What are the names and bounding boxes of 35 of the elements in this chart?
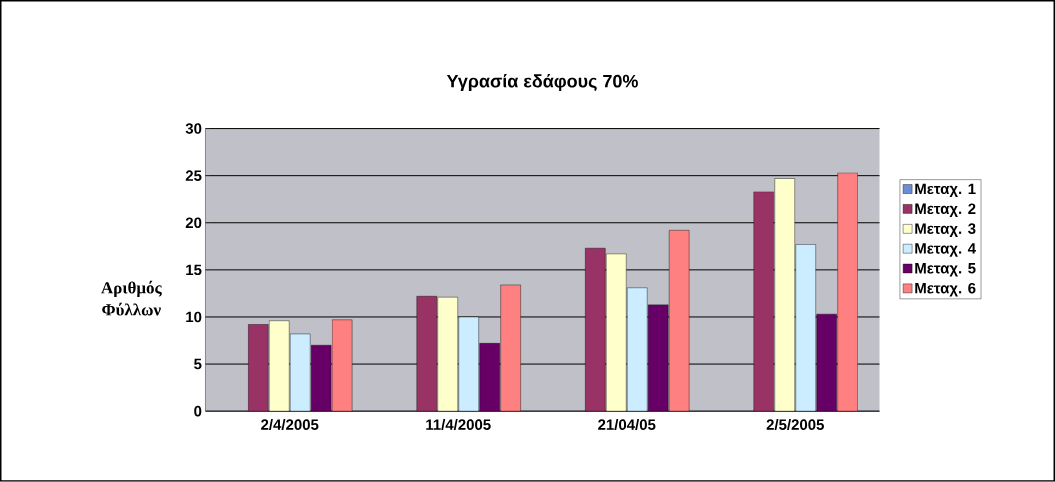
legend-label: Μεταχ. 2 <box>915 203 976 218</box>
bar <box>816 314 837 412</box>
bar <box>311 345 332 412</box>
y-tick-label: 25 <box>185 170 202 182</box>
bar <box>585 248 606 412</box>
x-tick-label: 11/4/2005 <box>426 419 491 431</box>
bar <box>479 343 500 412</box>
bar <box>606 253 627 412</box>
bar <box>458 317 479 412</box>
legend-label: Μεταχ. 6 <box>915 282 976 297</box>
bar <box>648 304 669 412</box>
x-tick-label: 21/04/05 <box>598 419 656 431</box>
y-tick-label: 30 <box>185 123 202 134</box>
bar <box>437 297 458 412</box>
x-tick-label: 2/5/2005 <box>766 419 824 431</box>
x-tick-label: 2/4/2005 <box>261 419 319 431</box>
y-tick-label: 20 <box>185 217 202 229</box>
bar <box>416 296 437 412</box>
legend-label: Μεταχ. 1 <box>915 183 976 198</box>
y-tick-label: 15 <box>186 264 202 276</box>
bar <box>269 320 290 412</box>
bar <box>627 287 648 412</box>
bar <box>248 324 269 412</box>
legend-label: Μεταχ. 5 <box>915 263 976 277</box>
chart-title: Υγρασία εδάφους 70% <box>446 74 638 92</box>
bar <box>795 244 816 412</box>
bar <box>290 334 311 412</box>
y-axis-title: Αριθμός Φύλλων <box>101 280 162 316</box>
y-tick-label: 10 <box>186 311 202 323</box>
y-tick-label: 5 <box>194 358 202 370</box>
y-tick-label: 0 <box>194 405 202 417</box>
legend-label: Μεταχ. 4 <box>915 243 976 257</box>
legend-label: Μεταχ. 3 <box>915 223 976 238</box>
bar <box>774 178 795 412</box>
bar <box>753 191 774 412</box>
